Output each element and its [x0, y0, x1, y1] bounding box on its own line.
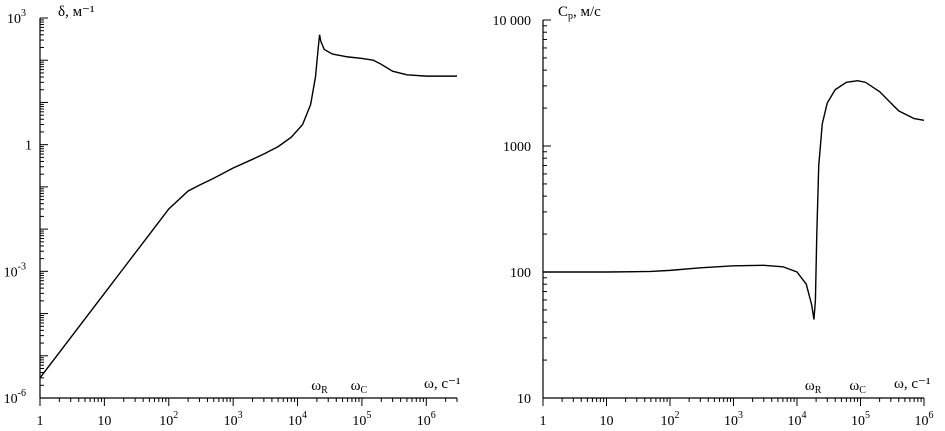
x-tick-label: 103	[724, 410, 743, 429]
x-tick-labels: 1 10 102 103 104 105 106	[540, 410, 934, 429]
x-tick-label: 105	[851, 410, 870, 429]
x-tick-label: 106	[417, 410, 436, 429]
y-tick-label: 10 000	[493, 14, 532, 29]
frequency-markers: ωR ωC	[311, 378, 367, 396]
tick-marks	[39, 17, 458, 406]
frequency-markers: ωR ωC	[805, 378, 866, 396]
y-tick-label: 10-6	[4, 388, 26, 407]
frequency-marker-label: ωR	[805, 378, 822, 396]
x-tick-label: 1	[540, 414, 547, 429]
y-axis-title: δ, м⁻¹	[58, 4, 94, 20]
tick-marks	[542, 19, 925, 406]
y-tick-labels: 10 000 1000 100 10	[493, 14, 532, 407]
y-tick-label: 10	[517, 392, 531, 407]
y-tick-labels: 103 1 10-3 10-6	[4, 8, 32, 407]
x-tick-label: 102	[159, 410, 178, 429]
y-tick-label: 100	[510, 266, 531, 281]
y-tick-label: 1000	[503, 140, 531, 155]
y-tick-label: 103	[7, 8, 26, 27]
x-tick-label: 103	[224, 410, 243, 429]
x-tick-label: 104	[788, 410, 807, 429]
x-tick-label: 10	[97, 414, 111, 429]
attenuation-chart: 1 10 102 103 104 105 106 103 1 10-3 10-6 ωR ωC δ, …	[4, 4, 461, 429]
series-line	[39, 34, 457, 379]
x-tick-label: 104	[288, 410, 307, 429]
x-axis-title: ω, с⁻¹	[424, 376, 460, 392]
x-tick-labels: 1 10 102 103 104 105 106	[37, 410, 436, 429]
y-axis-title: Cp, м/с	[558, 4, 601, 22]
frequency-marker-label: ωC	[351, 378, 368, 396]
series-line	[543, 79, 925, 320]
x-axis-title: ω, с⁻¹	[894, 376, 930, 392]
y-tick-label: 1	[25, 139, 32, 154]
x-tick-label: 105	[352, 410, 371, 429]
x-tick-label: 106	[915, 410, 934, 429]
frequency-marker-label: ωC	[849, 378, 866, 396]
x-tick-label: 102	[661, 410, 680, 429]
frequency-marker-label: ωR	[311, 378, 328, 396]
x-tick-label: 10	[600, 414, 614, 429]
y-tick-label: 10-3	[4, 261, 26, 280]
x-tick-label: 1	[37, 414, 44, 429]
